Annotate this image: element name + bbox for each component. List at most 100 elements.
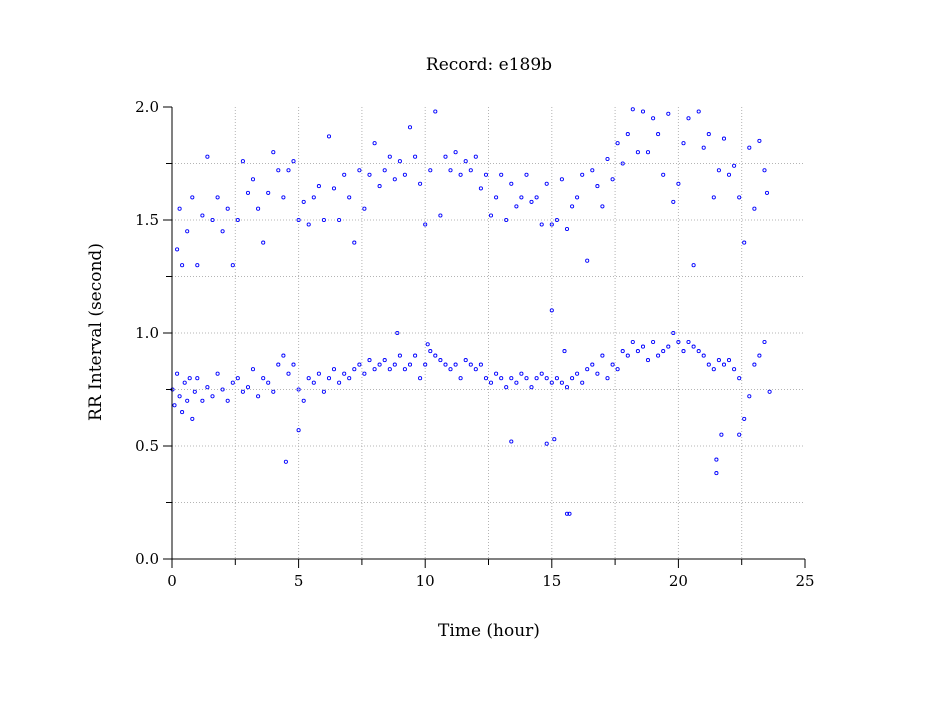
data-point xyxy=(752,362,757,367)
data-point xyxy=(564,385,570,390)
data-point xyxy=(478,186,483,191)
data-point xyxy=(711,367,716,372)
data-point xyxy=(610,177,615,182)
data-point xyxy=(177,394,182,399)
data-point xyxy=(757,353,762,358)
data-point xyxy=(357,362,362,367)
data-point xyxy=(407,362,413,367)
data-point xyxy=(585,367,590,372)
data-point xyxy=(448,168,453,173)
data-point xyxy=(544,441,549,446)
data-point xyxy=(276,168,281,173)
data-point xyxy=(301,398,306,403)
data-point xyxy=(215,371,220,376)
data-point xyxy=(691,344,696,349)
data-point xyxy=(499,376,504,381)
data-point xyxy=(488,380,494,385)
data-point xyxy=(686,339,691,345)
data-point xyxy=(595,184,600,189)
data-point xyxy=(726,358,732,363)
data-point xyxy=(524,376,529,381)
data-point xyxy=(433,353,438,358)
data-point xyxy=(352,240,357,245)
data-point xyxy=(326,376,332,381)
data-point xyxy=(395,330,400,336)
data-point xyxy=(311,195,316,200)
data-point xyxy=(306,376,311,381)
data-point xyxy=(463,358,468,363)
data-point xyxy=(656,132,661,137)
data-point xyxy=(182,380,187,385)
chart-title: Record: e189b xyxy=(426,55,552,75)
data-point xyxy=(630,339,635,345)
data-point xyxy=(286,168,291,173)
data-point xyxy=(524,172,529,177)
data-point xyxy=(362,206,367,211)
data-point xyxy=(438,358,443,363)
data-point xyxy=(453,150,458,155)
data-point xyxy=(473,154,478,159)
data-point xyxy=(732,163,737,168)
data-point xyxy=(367,358,372,363)
data-point xyxy=(387,154,392,159)
data-point xyxy=(651,339,656,345)
data-point xyxy=(711,195,716,200)
x-tick-label: 5 xyxy=(294,572,304,590)
data-point xyxy=(433,109,438,114)
data-point xyxy=(230,380,235,385)
data-point xyxy=(443,154,448,159)
data-point xyxy=(686,116,691,121)
data-point xyxy=(620,349,625,354)
data-point xyxy=(210,217,215,223)
data-point xyxy=(600,353,605,358)
data-point xyxy=(762,339,767,345)
data-point xyxy=(661,172,666,177)
data-point xyxy=(283,459,288,464)
data-point xyxy=(726,172,732,177)
data-point xyxy=(625,132,630,137)
data-point xyxy=(681,349,686,354)
data-point xyxy=(245,190,251,195)
data-point xyxy=(559,177,564,182)
data-point xyxy=(696,349,701,354)
data-point xyxy=(326,134,332,139)
data-point xyxy=(291,159,296,164)
data-point xyxy=(580,380,585,385)
data-point xyxy=(387,367,392,372)
data-point xyxy=(534,376,539,381)
data-point xyxy=(200,398,205,403)
data-point xyxy=(281,195,286,200)
data-point xyxy=(306,222,311,227)
data-point xyxy=(418,181,423,186)
data-point xyxy=(600,204,605,209)
data-point xyxy=(605,156,610,162)
data-point xyxy=(714,457,719,462)
grid xyxy=(172,107,805,559)
data-point xyxy=(509,376,514,381)
data-point xyxy=(392,362,397,367)
data-point xyxy=(428,168,433,173)
data-point xyxy=(367,172,372,177)
data-point xyxy=(296,428,301,433)
data-point xyxy=(483,376,489,381)
data-point xyxy=(291,362,296,367)
data-point xyxy=(205,385,210,390)
data-point xyxy=(549,222,554,227)
data-point xyxy=(701,145,706,150)
data-point xyxy=(296,217,301,223)
data-point xyxy=(478,362,483,367)
data-point xyxy=(261,240,266,245)
data-point xyxy=(721,136,727,141)
x-tick-label: 15 xyxy=(542,572,561,590)
data-point xyxy=(529,385,534,390)
data-point xyxy=(180,410,185,415)
data-point xyxy=(438,213,443,218)
data-point xyxy=(666,111,671,116)
data-point xyxy=(742,416,747,421)
data-point xyxy=(742,240,747,245)
data-point xyxy=(544,376,549,381)
x-tick-label: 25 xyxy=(795,572,814,590)
data-point xyxy=(620,161,625,166)
data-point xyxy=(357,168,362,173)
